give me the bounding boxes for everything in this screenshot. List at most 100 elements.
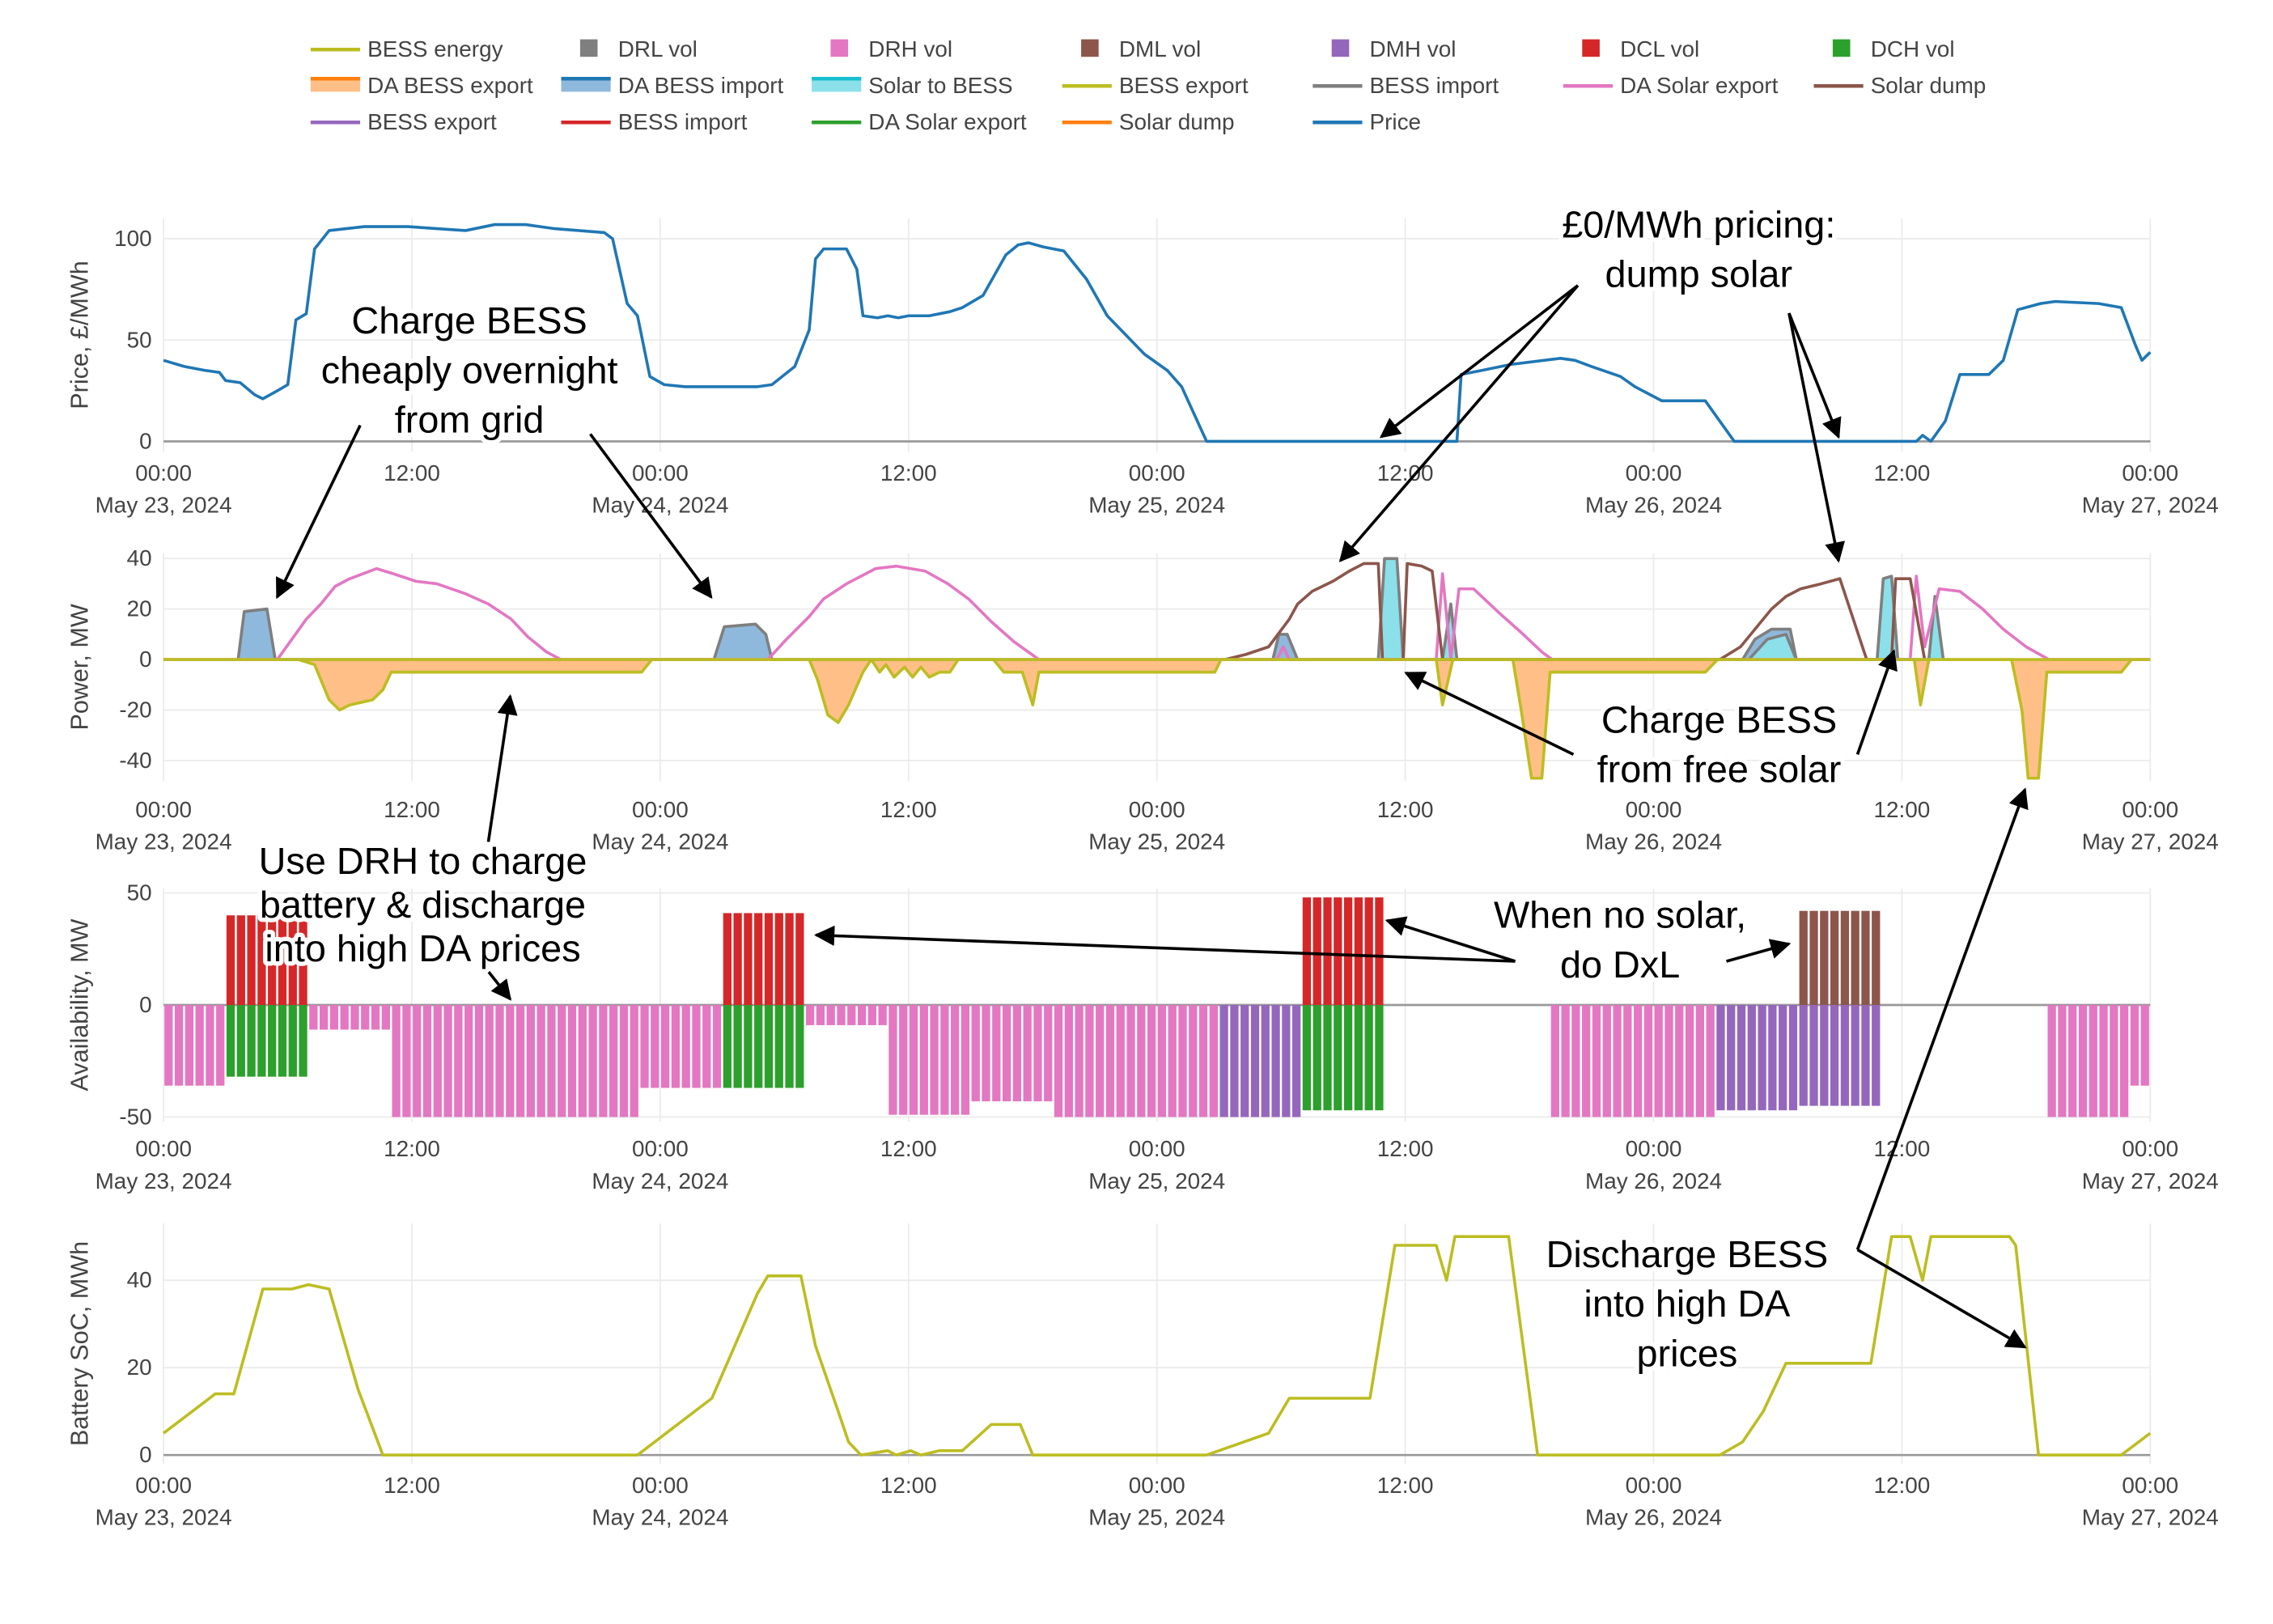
bar-dmh-vol: [1292, 1005, 1301, 1117]
x-tick-label: 00:00: [632, 460, 689, 486]
bar-drh-vol: [340, 1005, 349, 1030]
bar-dcl-vol: [754, 913, 763, 1005]
annotation-text: from grid: [395, 399, 545, 441]
annotation-text: Charge BESS: [1601, 698, 1837, 740]
bar-drh-vol: [1085, 1005, 1094, 1117]
bar-drh-vol: [681, 1005, 690, 1088]
bar-drh-vol: [402, 1005, 411, 1117]
bar-dch-vol: [1375, 1005, 1384, 1111]
annotation-text: do DxL: [1560, 943, 1680, 986]
y-axis-title: Availability, MW: [66, 918, 94, 1091]
x-tick-label: 00:00: [135, 1473, 192, 1498]
annotation-text: £0/MWh pricing:: [1562, 203, 1835, 245]
bar-dcl-vol: [733, 913, 742, 1005]
x-tick-label: 00:00: [1626, 460, 1682, 486]
bar-drh-vol: [164, 1005, 173, 1086]
bar-drh-vol: [392, 1005, 401, 1117]
legend-label: Price: [1370, 109, 1422, 134]
annotation-text: Use DRH to charge: [259, 840, 587, 882]
x-tick-label: 00:00: [632, 1136, 689, 1161]
bar-dch-vol: [764, 1005, 774, 1088]
legend-label: Solar to BESS: [868, 73, 1012, 98]
bar-dch-vol: [795, 1005, 804, 1088]
legend-swatch-square-icon: [1331, 39, 1350, 57]
legend-swatch-square-icon: [1582, 39, 1600, 57]
bar-dch-vol: [1343, 1005, 1353, 1111]
legend-label: BESS export: [367, 109, 497, 134]
panel-soc: 00:00 May 23, 2024 12:00 00:00 May 24, 2024 1…: [66, 1223, 2219, 1530]
bar-dmh-vol: [1799, 1005, 1808, 1106]
bar-drh-vol: [1096, 1005, 1105, 1117]
bar-dmh-vol: [1240, 1005, 1249, 1117]
y-axis-title: Price, £/MWh: [66, 261, 94, 409]
legend-swatch-square-icon: [1081, 39, 1099, 57]
annotation-text: Discharge BESS: [1546, 1233, 1829, 1275]
x-tick-label: 12:00: [1377, 797, 1434, 822]
bar-drh-vol: [826, 1005, 835, 1025]
legend-item: DRH vol: [830, 36, 952, 61]
bar-dch-vol: [288, 1005, 297, 1077]
x-tick-date: May 26, 2024: [1585, 829, 1722, 854]
bar-drh-vol: [1116, 1005, 1125, 1117]
x-tick-date: May 27, 2024: [2082, 1168, 2219, 1194]
y-tick-label: 0: [139, 1442, 152, 1467]
y-tick-label: 0: [139, 428, 152, 453]
bar-drh-vol: [837, 1005, 846, 1025]
x-tick-label: 00:00: [1129, 1473, 1185, 1498]
bar-dcl-vol: [1354, 897, 1363, 1005]
bar-dch-vol: [1354, 1005, 1363, 1111]
bar-drh-vol: [526, 1005, 536, 1117]
y-tick-label: -40: [119, 748, 151, 773]
legend-item: Price: [1312, 109, 1421, 134]
legend-label: DA BESS export: [367, 73, 533, 98]
bar-dch-vol: [1334, 1005, 1342, 1111]
annotation-arrow: [486, 693, 518, 842]
bar-drh-vol: [1561, 1005, 1570, 1117]
y-axis-title: Power, MW: [66, 604, 94, 730]
chart-panels: 00:00 May 23, 2024 12:00 00:00 May 24, 2024 1…: [66, 218, 2219, 1530]
annotation-text: cheaply overnight: [321, 349, 618, 391]
bar-drh-vol: [206, 1005, 214, 1086]
bar-dmh-vol: [1716, 1005, 1725, 1111]
x-tick-label: 12:00: [880, 1136, 937, 1161]
bar-drh-vol: [847, 1005, 856, 1025]
bar-dmh-vol: [1851, 1005, 1860, 1106]
bar-dch-vol: [754, 1005, 763, 1088]
bar-dch-vol: [1302, 1005, 1312, 1111]
x-tick-date: May 24, 2024: [592, 1168, 728, 1194]
bar-dml-vol: [1872, 910, 1881, 1005]
bar-drh-vol: [1623, 1005, 1632, 1117]
bar-dmh-vol: [1820, 1005, 1829, 1106]
bar-dcl-vol: [1312, 897, 1321, 1005]
bar-dcl-vol: [774, 913, 783, 1005]
x-tick-label: 12:00: [384, 460, 440, 486]
bar-drh-vol: [867, 1005, 876, 1025]
bar-drh-vol: [2120, 1005, 2129, 1117]
legend-item: BESS energy: [310, 36, 503, 61]
bar-drh-vol: [1054, 1005, 1063, 1117]
bar-dmh-vol: [1250, 1005, 1260, 1117]
annotation-text: prices: [1636, 1332, 1737, 1374]
x-tick-label: 12:00: [1874, 797, 1931, 822]
x-tick-label: 00:00: [2122, 797, 2178, 822]
bar-dmh-vol: [1768, 1005, 1777, 1111]
bar-dmh-vol: [1282, 1005, 1291, 1117]
bar-dmh-vol: [1737, 1005, 1746, 1111]
annotation-text: battery & discharge: [260, 884, 586, 926]
bar-drh-vol: [1126, 1005, 1135, 1117]
legend-label: Solar dump: [1119, 109, 1235, 134]
panel-availability: 00:00 May 23, 2024 12:00 00:00 May 24, 2024 1…: [66, 880, 2219, 1194]
bar-dmh-vol: [1788, 1005, 1798, 1111]
bar-drh-vol: [1023, 1005, 1032, 1102]
y-tick-label: 20: [127, 1355, 152, 1380]
bar-dml-vol: [1809, 910, 1818, 1005]
bar-drh-vol: [506, 1005, 515, 1117]
bar-dmh-vol: [1271, 1005, 1280, 1117]
bar-dcl-vol: [268, 915, 277, 1005]
bar-drh-vol: [660, 1005, 670, 1088]
legend-swatch-area-icon: [310, 77, 361, 92]
bar-dmh-vol: [1261, 1005, 1270, 1117]
bar-drh-vol: [919, 1005, 928, 1115]
bar-dcl-vol: [795, 913, 804, 1005]
annotation-text: When no solar,: [1494, 894, 1746, 936]
